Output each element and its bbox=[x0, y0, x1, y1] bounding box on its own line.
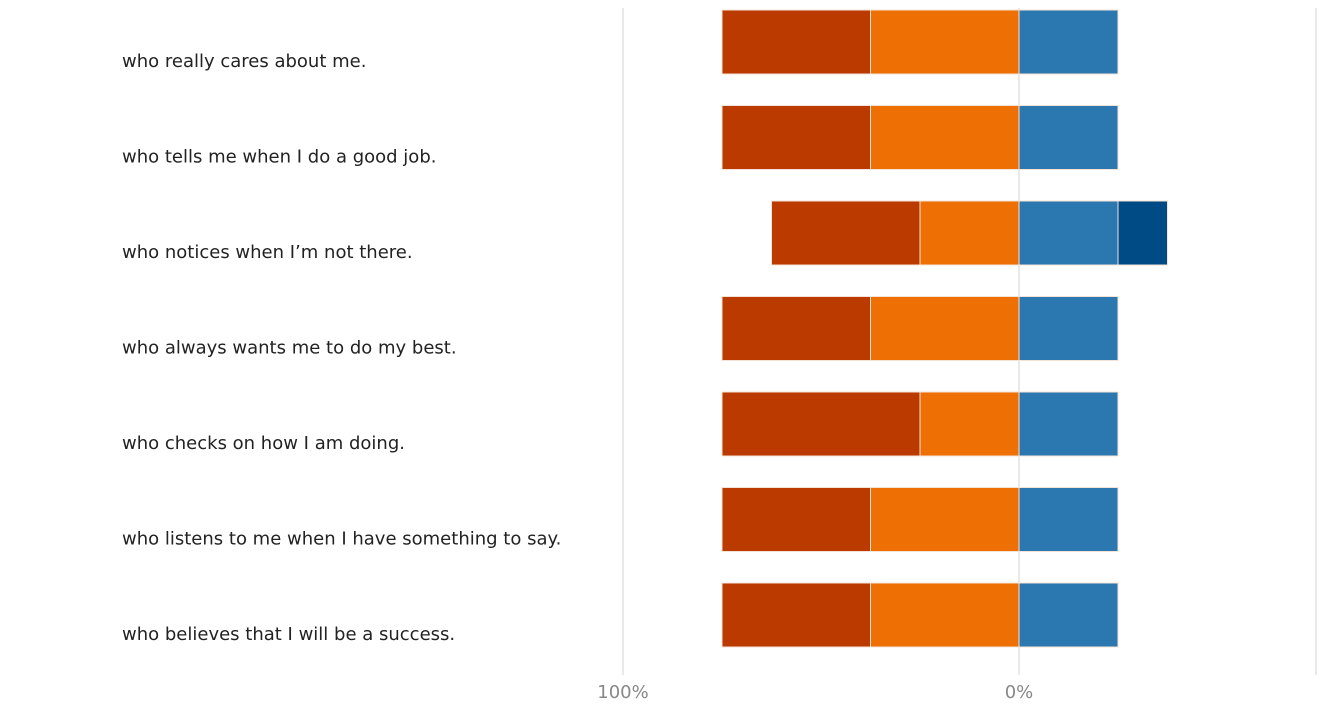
category-label: who believes that I will be a success. bbox=[122, 624, 455, 645]
bar-segment bbox=[1117, 200, 1168, 266]
bar-segment bbox=[870, 487, 1020, 552]
bar-segment bbox=[771, 200, 921, 266]
bar-segment bbox=[1018, 105, 1119, 170]
category-label: who really cares about me. bbox=[122, 51, 366, 72]
bar-segment bbox=[721, 582, 871, 648]
bar-segment bbox=[1018, 200, 1119, 266]
bar-segment bbox=[870, 296, 1020, 361]
category-label: who always wants me to do my best. bbox=[122, 338, 457, 359]
category-label: who notices when I’m not there. bbox=[122, 242, 413, 263]
category-label: who checks on how I am doing. bbox=[122, 433, 405, 454]
bar-segment bbox=[1018, 582, 1119, 648]
bar-segment bbox=[721, 9, 871, 75]
x-tick-label: 0% bbox=[1005, 682, 1034, 703]
bar-segment bbox=[721, 296, 871, 361]
category-label: who listens to me when I have something … bbox=[122, 529, 561, 550]
bar-segment bbox=[721, 487, 871, 552]
bar-segment bbox=[1018, 487, 1119, 552]
bar-segment bbox=[870, 105, 1020, 170]
bar-segment bbox=[919, 200, 1020, 266]
bar-segment bbox=[919, 391, 1020, 457]
bar-segment bbox=[870, 9, 1020, 75]
bar-segment bbox=[1018, 9, 1119, 75]
bar-segment bbox=[721, 105, 871, 170]
bar-segment bbox=[870, 582, 1020, 648]
bar-segment bbox=[1018, 391, 1119, 457]
x-tick-label: 100% bbox=[597, 682, 648, 703]
bar-segment bbox=[1018, 296, 1119, 361]
category-label: who tells me when I do a good job. bbox=[122, 147, 436, 168]
bar-segment bbox=[721, 391, 921, 457]
